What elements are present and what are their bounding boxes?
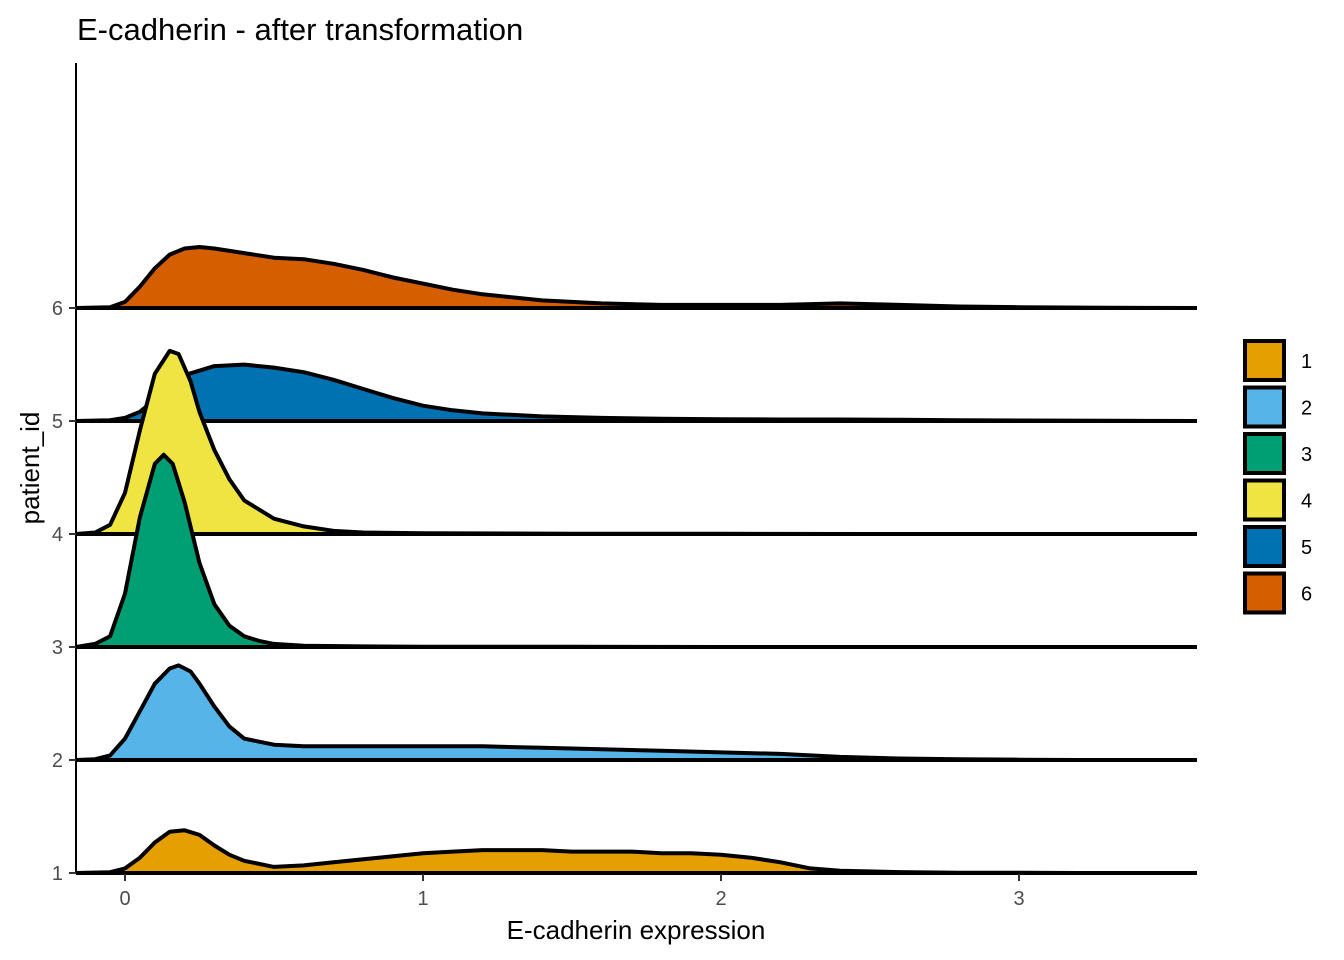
x-tick-label: 2: [715, 888, 726, 910]
legend-swatch: [1243, 571, 1286, 615]
legend-item-3: 3: [1243, 432, 1312, 475]
legend-label: 3: [1301, 444, 1312, 466]
y-tick-label: 1: [52, 863, 63, 885]
ridge-fill-1: [76, 830, 1197, 873]
ridge-outline-3: [75, 452, 1197, 649]
legend-swatch: [1243, 385, 1286, 429]
ridge-patient-5: [75, 362, 1198, 423]
legend-swatch: [1243, 525, 1286, 568]
legend-item-2: 2: [1243, 385, 1312, 429]
legend: 1 2 3 4 5 6: [1243, 339, 1312, 615]
legend-swatch: [1243, 478, 1286, 522]
y-tick-label: 3: [52, 637, 63, 659]
x-axis-title: E-cadherin expression: [507, 915, 766, 945]
legend-label: 5: [1301, 537, 1312, 559]
legend-label: 1: [1301, 351, 1312, 373]
legend-swatch: [1243, 432, 1286, 475]
ridges: [75, 245, 1198, 875]
x-tick-label: 3: [1013, 888, 1024, 910]
y-tick-label: 4: [52, 524, 63, 546]
legend-item-1: 1: [1243, 339, 1312, 382]
legend-label: 2: [1301, 398, 1312, 420]
ridge-fill-2: [76, 665, 1197, 760]
x-tick-label: 1: [417, 888, 428, 910]
ridge-fill-6: [76, 247, 1197, 308]
legend-item-6: 6: [1243, 571, 1312, 615]
legend-swatch: [1243, 339, 1286, 382]
ridge-patient-2: [75, 663, 1197, 762]
x-axis-ticks: 0 1 2 3: [119, 874, 1025, 910]
y-axis-title: patient_id: [15, 412, 45, 525]
y-tick-label: 5: [52, 411, 63, 433]
chart-title: E-cadherin - after transformation: [77, 12, 523, 47]
ridge-fill-3: [76, 454, 1197, 647]
y-tick-label: 2: [52, 750, 63, 772]
ridge-patient-1: [75, 828, 1197, 875]
legend-label: 6: [1301, 584, 1312, 606]
ridge-fill-5: [76, 364, 1197, 421]
y-axis-ticks: 1 2 3 4 5 6: [52, 298, 76, 885]
legend-label: 4: [1301, 491, 1312, 513]
ridge-outline-6: [75, 245, 1198, 310]
ridge-patient-6: [75, 245, 1198, 310]
legend-item-4: 4: [1243, 478, 1312, 522]
ridge-patient-3: [75, 452, 1197, 649]
x-tick-label: 0: [119, 888, 130, 910]
legend-item-5: 5: [1243, 525, 1312, 568]
y-tick-label: 6: [52, 298, 63, 320]
ridge-outline-1: [75, 828, 1197, 875]
